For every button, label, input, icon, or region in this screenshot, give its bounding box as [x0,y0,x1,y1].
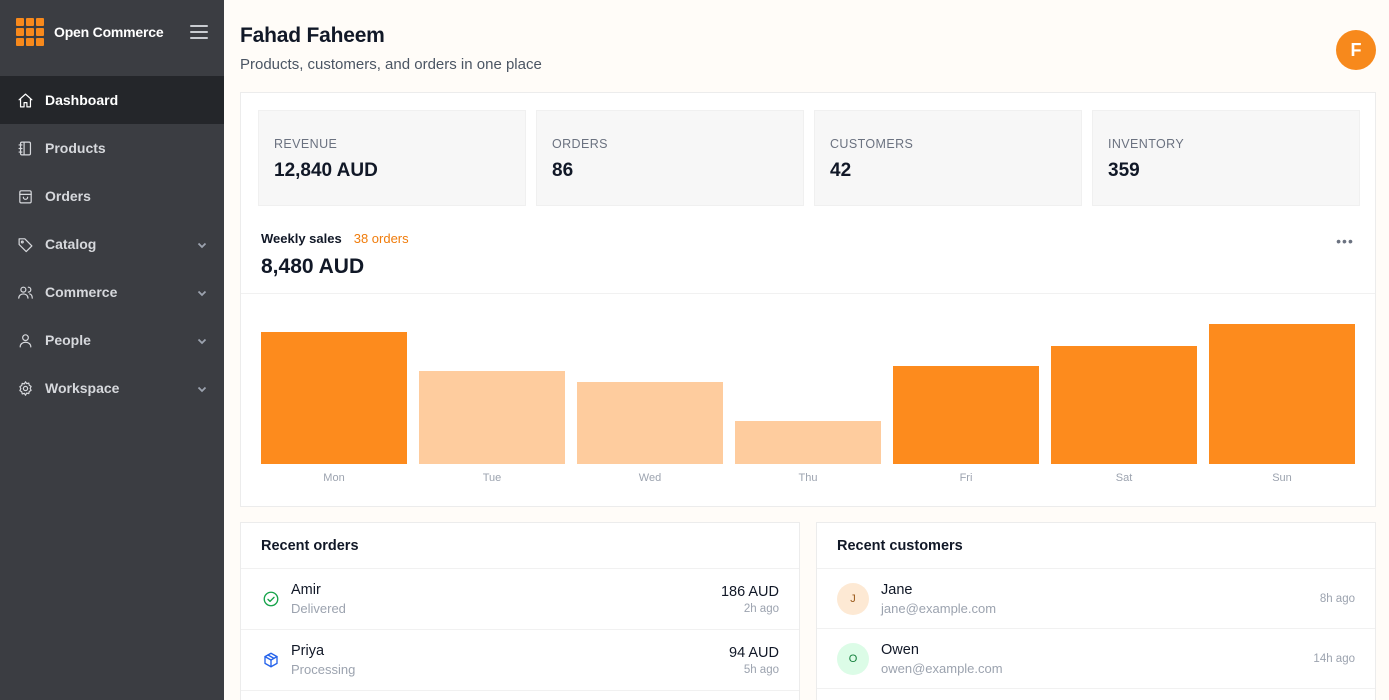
hamburger-menu-icon[interactable] [190,25,208,39]
page-header: Fahad Faheem Products, customers, and or… [240,24,542,73]
customer-time: 14h ago [1313,652,1355,665]
customer-time: 8h ago [1319,592,1355,605]
brand: Open Commerce [0,0,224,64]
ellipsis-icon[interactable]: ••• [1336,233,1354,249]
weekly-sales-chart: Mon Tue Wed Thu Fri Sat Sun [261,324,1355,484]
stat-inventory: INVENTORY 359 [1092,110,1360,206]
chevron-down-icon[interactable] [196,286,208,298]
sidebar-item-label: Dashboard [45,92,119,108]
shopping-bag-icon [16,187,34,205]
order-row[interactable]: Amir Delivered 186 AUD 2h ago [241,569,799,630]
chevron-down-icon[interactable] [196,238,208,250]
user-avatar[interactable]: F [1336,30,1376,70]
users-icon [16,283,34,301]
bar-sat[interactable] [1051,346,1197,464]
sidebar-item-orders[interactable]: Orders [0,172,224,220]
sidebar-item-dashboard[interactable]: Dashboard [0,76,224,124]
tick-label-sat: Sat [1116,472,1133,484]
bar-sun[interactable] [1209,324,1355,464]
user-icon [16,331,34,349]
customer-name: Owen [881,641,919,658]
customer-avatar: O [837,642,869,675]
sidebar-item-people[interactable]: People [0,316,224,364]
sidebar-item-workspace[interactable]: Workspace [0,364,224,412]
bar-thu[interactable] [735,421,881,464]
sidebar-item-label: Orders [45,188,91,204]
stat-orders: ORDERS 86 [536,110,804,206]
tick-label-tue: Tue [483,472,502,484]
stats-row: REVENUE 12,840 AUD ORDERS 86 CUSTOMERS 4… [258,110,1360,206]
weekly-sales-header: Weekly sales 38 orders 8,480 AUD [261,231,409,279]
stat-label: CUSTOMERS [830,137,914,151]
sidebar: Open Commerce Dashboard Products Orders [0,0,224,700]
sidebar-item-catalog[interactable]: Catalog [0,220,224,268]
order-time: 2h ago [743,602,779,615]
bar-mon[interactable] [261,332,407,464]
divider [241,293,1375,294]
stat-value: 86 [552,160,574,181]
customer-row[interactable]: O Owen owen@example.com 14h ago [817,629,1375,689]
order-amount: 186 AUD [720,583,779,600]
brand-logo-icon [16,18,44,46]
recent-orders-card: Recent orders Amir Delivered 186 AUD 2h … [240,522,800,700]
order-status: Processing [291,662,356,677]
sidebar-item-label: Commerce [45,284,118,300]
package-icon [261,650,281,670]
order-status: Delivered [291,601,346,616]
sidebar-item-label: Products [45,140,106,156]
tick-label-wed: Wed [639,472,661,484]
bar-tue[interactable] [419,371,565,464]
stat-label: ORDERS [552,137,608,151]
tick-label-thu: Thu [799,472,818,484]
stat-label: INVENTORY [1108,137,1185,151]
tick-label-mon: Mon [323,472,344,484]
order-customer: Amir [291,582,321,598]
stat-value: 12,840 AUD [274,160,378,181]
recent-customers-card: Recent customers J Jane jane@example.com… [816,522,1376,700]
gear-icon [16,379,34,397]
sidebar-item-label: Catalog [45,236,97,252]
bar-wed[interactable] [577,382,723,464]
tick-label-fri: Fri [960,472,973,484]
chevron-down-icon[interactable] [196,334,208,346]
page-title: Fahad Faheem [240,24,385,47]
notebook-icon [16,139,34,157]
home-icon [16,91,34,109]
order-customer: Priya [291,643,325,659]
tick-label-sun: Sun [1272,472,1292,484]
sidebar-item-products[interactable]: Products [0,124,224,172]
stat-value: 42 [830,160,852,181]
customer-email: owen@example.com [881,660,1003,676]
customer-row[interactable]: J Jane jane@example.com 8h ago [817,569,1375,629]
stat-value: 359 [1108,160,1140,181]
order-amount: 94 AUD [729,644,779,661]
weekly-sales-amount: 8,480 AUD [261,255,365,278]
sidebar-nav: Dashboard Products Orders Catalog Com [0,76,224,412]
customer-avatar: J [837,582,869,615]
sidebar-item-commerce[interactable]: Commerce [0,268,224,316]
brand-name: Open Commerce [54,24,164,40]
overview-card: REVENUE 12,840 AUD ORDERS 86 CUSTOMERS 4… [240,92,1376,507]
weekly-sales-orders: 38 orders [353,231,409,246]
chevron-down-icon[interactable] [196,382,208,394]
stat-label: REVENUE [274,137,338,151]
stat-customers: CUSTOMERS 42 [814,110,1082,206]
tag-icon [16,235,34,253]
order-row[interactable]: Priya Processing 94 AUD 5h ago [241,630,799,691]
order-time: 5h ago [743,663,779,676]
check-circle-icon [261,589,281,609]
sidebar-item-label: Workspace [45,380,120,396]
recent-orders-title: Recent orders [241,523,799,569]
recent-customers-title: Recent customers [817,523,1375,569]
customer-email: jane@example.com [881,600,997,616]
customer-name: Jane [881,581,913,598]
stat-revenue: REVENUE 12,840 AUD [258,110,526,206]
page-subtitle: Products, customers, and orders in one p… [240,56,542,73]
bar-fri[interactable] [893,366,1039,464]
sidebar-item-label: People [45,332,91,348]
weekly-sales-title: Weekly sales [261,231,342,246]
